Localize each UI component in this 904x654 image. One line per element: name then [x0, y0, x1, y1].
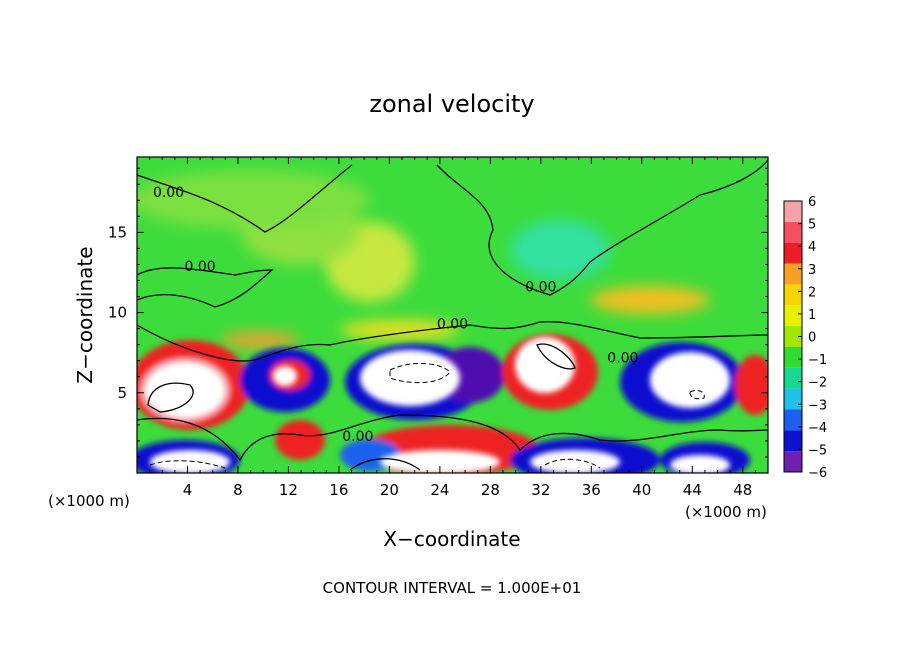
- colorbar-label: −3: [808, 398, 827, 413]
- colorbar-segment: [784, 409, 802, 431]
- colorbar-label: −4: [808, 421, 827, 436]
- y-axis-label: Z−coordinate: [73, 246, 97, 383]
- colorbar: 6 5 4 3 2 1 0 −1 −2 −3 −4 −5 −6: [783, 195, 827, 481]
- contour-label: 0.00: [153, 185, 184, 201]
- x-tick-label: 24: [430, 481, 449, 499]
- y-tick-label: 15: [108, 223, 127, 241]
- heatmap-field: [137, 157, 768, 473]
- colorbar-segment: [784, 367, 802, 389]
- colorbar-segment: [784, 388, 802, 410]
- x-tick-label: 20: [380, 481, 399, 499]
- x-unit-right: (×1000 m): [685, 503, 767, 521]
- x-tick-label: 12: [279, 481, 298, 499]
- contour-label: 0.00: [525, 280, 556, 296]
- colorbar-segment: [784, 346, 802, 368]
- colorbar-label: 4: [808, 240, 816, 255]
- colorbar-segment: [784, 305, 802, 327]
- y-tick-label: 10: [108, 304, 127, 322]
- x-tick-label: 8: [233, 481, 243, 499]
- x-tick-label: 32: [531, 481, 550, 499]
- colorbar-label: 3: [808, 263, 816, 278]
- contour-interval-note: CONTOUR INTERVAL = 1.000E+01: [323, 579, 582, 597]
- colorbar-label: −6: [808, 466, 827, 481]
- colorbar-segment: [784, 201, 802, 222]
- colorbar-label: −5: [808, 443, 827, 458]
- x-tick-label: 44: [683, 481, 702, 499]
- x-tick-label: 40: [632, 481, 651, 499]
- colorbar-segment: [784, 221, 802, 243]
- colorbar-segment: [784, 242, 802, 264]
- colorbar-segment: [784, 326, 802, 347]
- y-axis-ticks: 5 10 15: [108, 167, 768, 458]
- colorbar-segment: [784, 263, 802, 285]
- x-tick-label: 48: [733, 481, 752, 499]
- chart-title: zonal velocity: [369, 90, 534, 118]
- contour-label: 0.00: [437, 317, 468, 333]
- x-tick-label: 36: [582, 481, 601, 499]
- colorbar-label: 0: [808, 331, 816, 346]
- colorbar-label: 6: [808, 195, 816, 210]
- y-tick-label: 5: [117, 384, 127, 402]
- colorbar-label: 2: [808, 285, 816, 300]
- x-axis-ticks: 4 8 12 16 20 24 28 32 36 40 44 48: [149, 157, 756, 499]
- colorbar-segment: [784, 430, 802, 452]
- colorbar-label: 1: [808, 308, 816, 323]
- x-tick-label: 28: [481, 481, 500, 499]
- colorbar-label: −1: [808, 353, 827, 368]
- colorbar-segment: [784, 451, 802, 472]
- colorbar-label: 5: [808, 218, 816, 233]
- x-axis-label: X−coordinate: [383, 527, 520, 551]
- contour-label: 0.00: [185, 259, 216, 275]
- contour-labels: 0.00 0.00 0.00 0.00 0.00 0.00: [153, 185, 638, 445]
- contour-label: 0.00: [342, 429, 373, 445]
- contour-label: 0.00: [607, 350, 638, 366]
- colorbar-label: −2: [808, 376, 827, 391]
- x-unit-left: (×1000 m): [48, 492, 130, 510]
- colorbar-segment: [784, 284, 802, 306]
- x-tick-label: 16: [329, 481, 348, 499]
- x-tick-label: 4: [183, 481, 193, 499]
